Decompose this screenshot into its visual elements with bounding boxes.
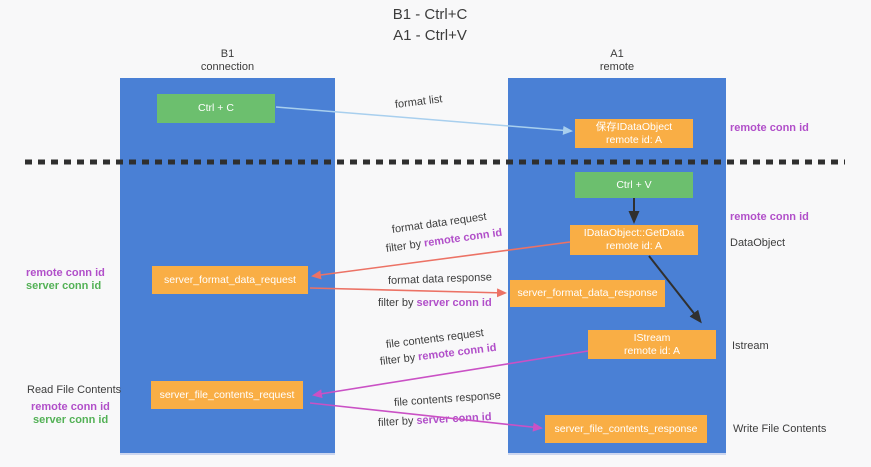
server-conn-id-text: server conn id bbox=[416, 297, 492, 309]
istream-side-label: Istream bbox=[732, 340, 769, 352]
server-conn-id-text: server conn id bbox=[416, 411, 492, 427]
dataobject-label: DataObject bbox=[730, 237, 786, 249]
idataobject-getdata-line2: remote id: A bbox=[605, 240, 663, 252]
server-format-data-request-label: server_format_data_request bbox=[164, 273, 296, 286]
format-data-response-label: format data response bbox=[387, 271, 493, 287]
read-file-contents-label: Read File Contents bbox=[27, 384, 122, 396]
filter-by-text: filter by bbox=[378, 297, 414, 309]
idataobject-getdata-line1: IDataObject::GetData bbox=[583, 227, 685, 239]
right-column-header: A1 remote bbox=[508, 48, 726, 74]
ctrl-c-label: Ctrl + C bbox=[198, 102, 234, 114]
remote-conn-id-text: remote conn id bbox=[423, 226, 504, 250]
remote-conn-id-right-2: remote conn id bbox=[730, 211, 809, 223]
left-column-title: B1 bbox=[220, 48, 235, 60]
save-idataobject-box: 保存IDataObject remote id: A bbox=[575, 119, 693, 148]
server-conn-id-left-1: server conn id bbox=[26, 280, 102, 292]
page-title: B1 - Ctrl+C A1 - Ctrl+V bbox=[330, 4, 530, 46]
save-idataobject-line2: remote id: A bbox=[605, 133, 663, 146]
write-file-contents-label: Write File Contents bbox=[733, 423, 827, 435]
filter-by-text: filter by bbox=[377, 415, 414, 429]
remote-conn-id-left-2: remote conn id bbox=[31, 401, 110, 413]
server-format-data-request-box: server_format_data_request bbox=[152, 266, 308, 294]
server-format-data-response-box: server_format_data_response bbox=[510, 280, 665, 307]
istream-line1: IStream bbox=[633, 331, 671, 344]
file-contents-response-label: file contents response bbox=[393, 389, 502, 409]
filter-by-text: filter by bbox=[379, 351, 416, 368]
server-file-contents-response-label: server_file_contents_response bbox=[554, 422, 698, 435]
filter-by-text: filter by bbox=[385, 238, 422, 255]
right-column-title: A1 bbox=[610, 48, 624, 60]
server-file-contents-response-box: server_file_contents_response bbox=[545, 415, 707, 443]
filter-by-server-conn-id-2: filter by server conn id bbox=[378, 411, 492, 429]
remote-conn-id-left-1: remote conn id bbox=[26, 267, 105, 279]
format-data-response-arrow bbox=[309, 287, 507, 298]
right-column-subtitle: remote bbox=[599, 61, 635, 73]
title-line-2: A1 - Ctrl+V bbox=[393, 27, 467, 44]
format-list-label: format list bbox=[394, 93, 444, 111]
remote-conn-id-right-1: remote conn id bbox=[730, 122, 809, 134]
filter-by-server-conn-id-1: filter by server conn id bbox=[378, 297, 492, 309]
save-idataobject-line1: 保存IDataObject bbox=[595, 120, 673, 133]
server-format-data-response-label: server_format_data_response bbox=[517, 287, 658, 299]
ctrl-c-box: Ctrl + C bbox=[157, 94, 275, 123]
istream-line2: remote id: A bbox=[623, 344, 681, 357]
ctrl-v-label: Ctrl + V bbox=[616, 178, 652, 191]
ctrl-v-box: Ctrl + V bbox=[575, 172, 693, 198]
idataobject-getdata-box: IDataObject::GetData remote id: A bbox=[570, 225, 698, 255]
left-column-header: B1 connection bbox=[120, 48, 335, 74]
istream-box: IStream remote id: A bbox=[588, 330, 716, 359]
title-line-1: B1 - Ctrl+C bbox=[392, 6, 468, 23]
left-column-subtitle: connection bbox=[200, 61, 255, 73]
server-conn-id-left-2: server conn id bbox=[33, 414, 109, 426]
server-file-contents-request-label: server_file_contents_request bbox=[159, 388, 295, 401]
server-file-contents-request-box: server_file_contents_request bbox=[151, 381, 303, 409]
